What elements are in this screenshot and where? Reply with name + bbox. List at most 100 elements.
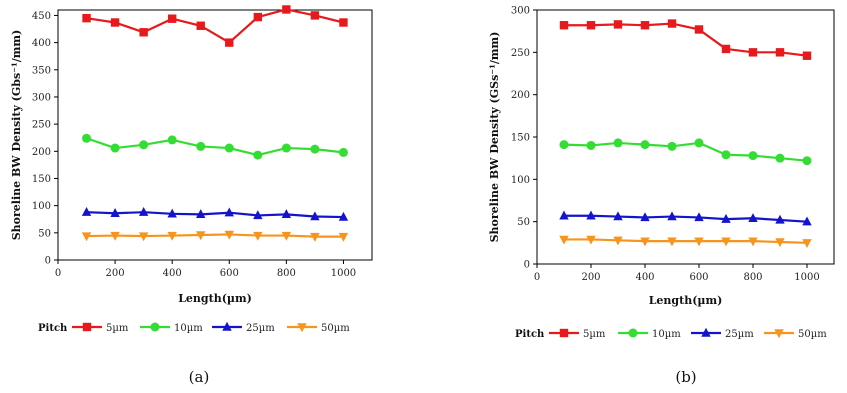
- data-point: [225, 38, 234, 47]
- legend-label: 10µm: [652, 329, 681, 340]
- x-axis-title: Length(µm): [649, 294, 723, 307]
- legend-title: Pitch: [515, 329, 545, 340]
- x-tick-label: 200: [581, 272, 600, 283]
- data-point: [748, 237, 758, 247]
- data-point: [338, 232, 349, 242]
- data-point: [138, 206, 149, 216]
- series-line: [86, 8, 344, 44]
- data-point: [586, 21, 596, 30]
- legend-title: Pitch: [38, 323, 68, 334]
- data-point: [613, 211, 623, 221]
- series-line: [86, 211, 344, 219]
- data-point: [167, 14, 177, 23]
- y-tick-label: 50: [517, 217, 530, 228]
- data-point: [748, 48, 758, 57]
- data-point: [694, 138, 704, 148]
- data-point: [640, 237, 650, 247]
- data-point: [196, 141, 206, 151]
- legend-label: 5µm: [106, 323, 129, 334]
- data-point: [110, 18, 120, 27]
- data-point: [310, 144, 320, 154]
- data-point: [310, 232, 320, 242]
- data-point: [139, 28, 148, 37]
- data-point: [721, 44, 731, 54]
- figure-caption: (b): [675, 368, 696, 386]
- legend-marker: [222, 321, 232, 331]
- y-tick-label: 350: [32, 65, 51, 76]
- y-tick-label: 0: [524, 260, 530, 271]
- chart-panel-b: 0 200 400 600 800 1000 0 50 100 150 200 250 300 Lengt…: [488, 6, 835, 386]
- y-tick-label: 400: [32, 38, 51, 49]
- x-tick-label: 1000: [794, 272, 819, 283]
- legend-marker: [559, 328, 569, 338]
- y-tick-label: 200: [511, 90, 530, 101]
- data-point: [613, 236, 623, 246]
- y-axis-title: Shoreline BW Density (GSs⁻¹/mm): [488, 32, 501, 243]
- data-point: [253, 150, 263, 160]
- legend-label: 50µm: [798, 329, 827, 340]
- data-point: [196, 21, 205, 30]
- y-axis-title: Shoreline BW Density (Gbs⁻¹/mm): [10, 30, 23, 241]
- data-point: [253, 12, 263, 22]
- data-point: [82, 13, 91, 23]
- data-point: [802, 239, 812, 249]
- data-point: [748, 151, 758, 161]
- data-point: [640, 212, 650, 222]
- data-point: [253, 231, 263, 241]
- data-point: [338, 147, 348, 157]
- data-point: [694, 237, 704, 247]
- x-tick-label: 600: [689, 272, 708, 283]
- y-tick-label: 200: [32, 147, 51, 158]
- data-point: [667, 211, 677, 221]
- y-tick-label: 150: [32, 174, 51, 185]
- y-tick-label: 0: [45, 256, 51, 267]
- data-point: [667, 141, 677, 151]
- data-point: [586, 140, 596, 150]
- x-axis-title: Length(µm): [178, 292, 252, 305]
- data-point: [310, 211, 320, 221]
- data-point: [613, 20, 623, 29]
- data-point: [586, 210, 596, 220]
- series-line: [86, 137, 344, 157]
- data-point: [281, 143, 291, 153]
- y-tick-label: 100: [32, 201, 51, 212]
- legend-marker: [774, 329, 784, 339]
- chart-panel-a: 0 200 400 600 800 1000 0 50 100 150 200 250 300 350 40…: [10, 5, 373, 386]
- series-line: [564, 238, 808, 244]
- data-point: [721, 237, 731, 247]
- legend-marker: [628, 328, 638, 338]
- data-point: [775, 214, 785, 224]
- data-point: [339, 18, 348, 27]
- x-tick-label: 200: [106, 268, 125, 279]
- y-tick-label: 150: [511, 133, 530, 144]
- legend-label: 5µm: [583, 329, 606, 340]
- y-tick-label: 300: [32, 92, 51, 103]
- plot-frame: [536, 9, 835, 265]
- data-point: [667, 237, 677, 247]
- data-point: [81, 232, 92, 242]
- data-point: [802, 51, 812, 60]
- data-point: [640, 140, 650, 150]
- y-tick-label: 300: [511, 6, 530, 17]
- y-tick-label: 250: [32, 120, 51, 131]
- x-tick-label: 0: [55, 268, 61, 279]
- data-point: [586, 235, 596, 245]
- x-tick-label: 400: [635, 272, 654, 283]
- legend-label: 10µm: [174, 323, 203, 334]
- series-line: [563, 141, 808, 162]
- plot-frame: [57, 9, 373, 261]
- data-point: [167, 135, 177, 145]
- data-point: [196, 209, 206, 219]
- series-line: [564, 214, 808, 223]
- data-point: [224, 207, 234, 217]
- data-point: [167, 231, 177, 241]
- data-point: [281, 231, 292, 241]
- x-tick-label: 800: [743, 272, 762, 283]
- x-tick-label: 0: [534, 272, 540, 283]
- data-point: [802, 156, 812, 166]
- data-point: [748, 213, 758, 222]
- data-point: [667, 19, 677, 28]
- data-point: [775, 153, 785, 163]
- data-point: [721, 213, 731, 223]
